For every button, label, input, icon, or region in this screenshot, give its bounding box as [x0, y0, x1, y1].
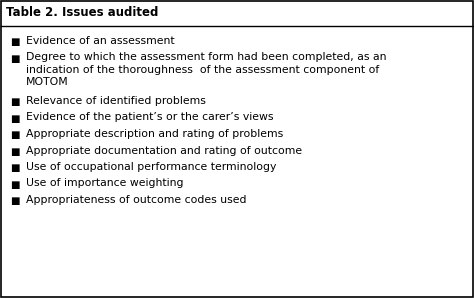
Text: ■: ■ — [10, 54, 19, 63]
Text: Evidence of the patient’s or the carer’s views: Evidence of the patient’s or the carer’s… — [26, 113, 273, 122]
Text: Appropriate documentation and rating of outcome: Appropriate documentation and rating of … — [26, 145, 302, 156]
Text: ■: ■ — [10, 97, 19, 107]
Text: ■: ■ — [10, 114, 19, 124]
Text: ■: ■ — [10, 196, 19, 206]
Text: ■: ■ — [10, 163, 19, 173]
Text: ■: ■ — [10, 147, 19, 156]
Text: ■: ■ — [10, 37, 19, 47]
Text: Appropriateness of outcome codes used: Appropriateness of outcome codes used — [26, 195, 246, 205]
Text: Relevance of identified problems: Relevance of identified problems — [26, 96, 206, 106]
Text: Evidence of an assessment: Evidence of an assessment — [26, 36, 174, 46]
Text: ■: ■ — [10, 180, 19, 190]
Text: Table 2. Issues audited: Table 2. Issues audited — [6, 7, 158, 19]
Text: Appropriate description and rating of problems: Appropriate description and rating of pr… — [26, 129, 283, 139]
Text: Use of importance weighting: Use of importance weighting — [26, 179, 183, 189]
Text: Degree to which the assessment form had been completed, as an
indication of the : Degree to which the assessment form had … — [26, 52, 386, 87]
Text: Use of occupational performance terminology: Use of occupational performance terminol… — [26, 162, 276, 172]
Text: ■: ■ — [10, 130, 19, 140]
